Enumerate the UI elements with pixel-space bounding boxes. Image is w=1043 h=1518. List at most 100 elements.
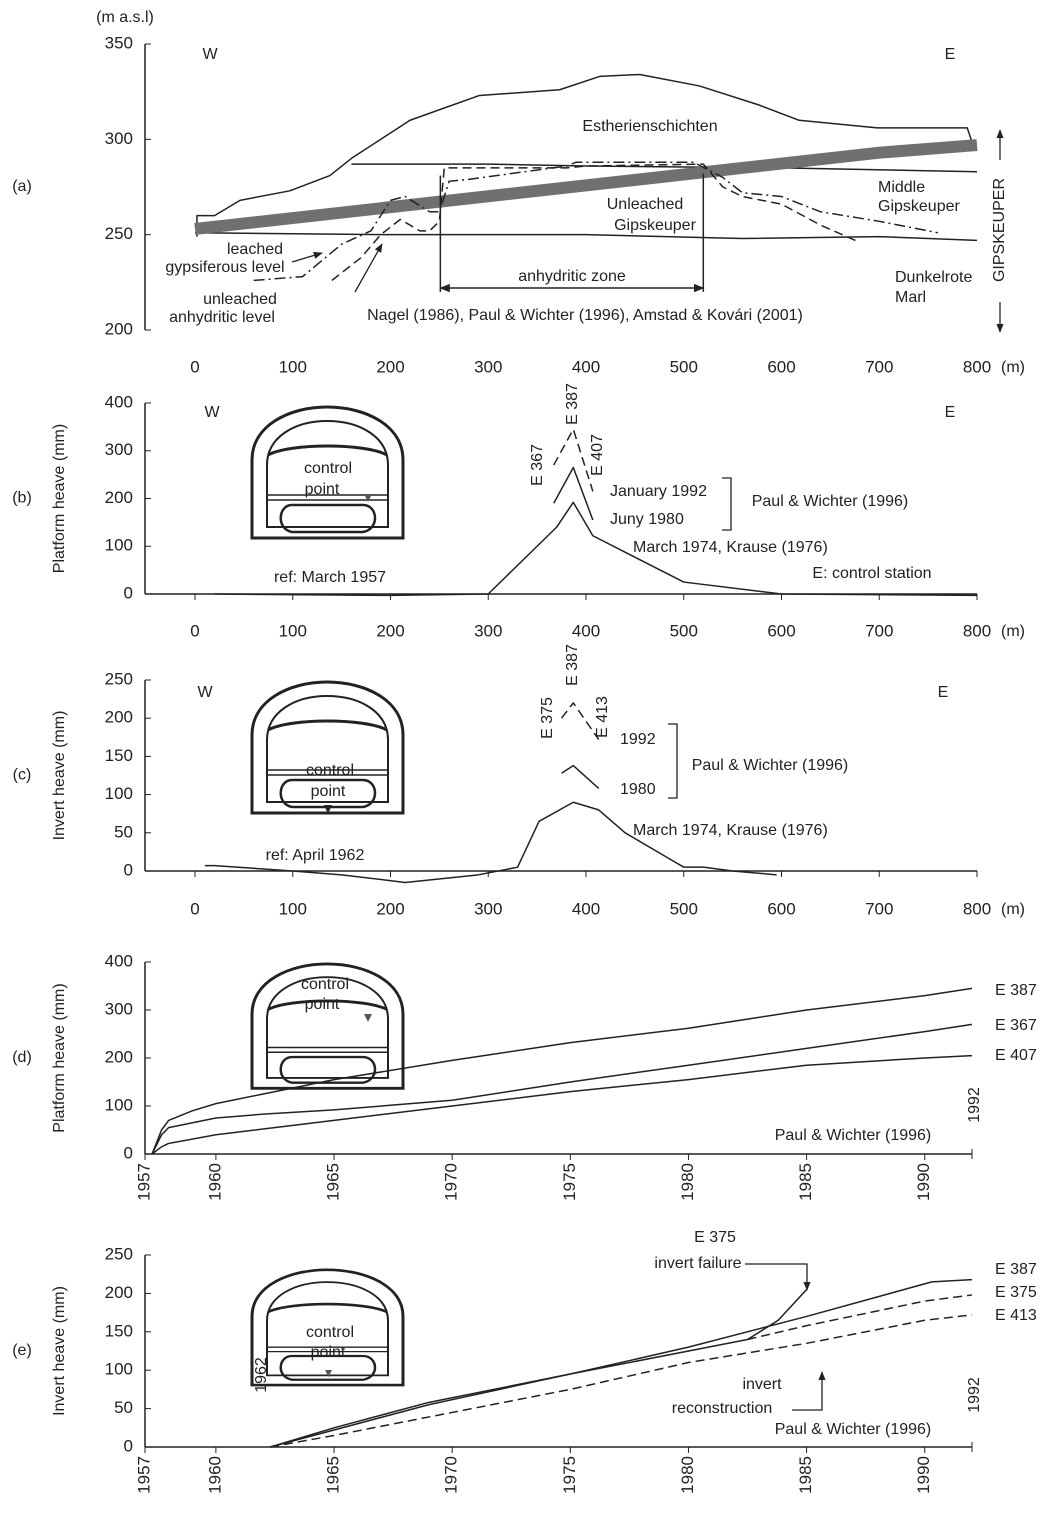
annotation: E 413 [594,696,611,738]
series-label: E 387 [995,1261,1037,1278]
x-tick-label: 400 [572,357,600,376]
y-tick-label: 50 [114,822,133,841]
annotation: E [938,684,949,701]
x-tick-label: 200 [376,357,404,376]
annotation: E 367 [529,444,546,486]
x-tick-label: 1957 [134,1456,153,1494]
annotation: Unleached [607,196,684,213]
y-tick-label: 100 [105,784,133,803]
x-tick-label: 1965 [324,1456,343,1494]
series-line [331,163,861,282]
annotation: reconstruction [672,1400,773,1417]
y-tick-label: 300 [105,440,133,459]
annotation: Paul & Wichter (1996) [752,493,909,510]
annotation: point [305,996,340,1013]
x-tick-label: 500 [670,357,698,376]
y-axis-label: Platform heave (mm) [51,424,68,573]
y-tick-label: 400 [105,951,133,970]
annotation: Nagel (1986), Paul & Wichter (1996), Ams… [367,307,803,324]
control-point [364,1014,372,1022]
y-tick-label: 200 [105,1047,133,1066]
annotation: Marl [895,289,926,306]
y-axis-label: Invert heave (mm) [51,711,68,841]
series-line [270,1289,808,1448]
annotation: Paul & Wichter (1996) [692,757,849,774]
x-tick-label: 0 [190,621,199,640]
x-tick-label: 700 [865,621,893,640]
annotation: point [305,481,340,498]
annotation: control [306,1324,354,1341]
y-tick-label: 350 [105,33,133,52]
series-line [747,1294,973,1341]
x-tick-label: 600 [767,621,795,640]
annotation: 1992 [966,1377,983,1413]
annotation: E [945,404,956,421]
annotation: Gipskeuper [614,217,696,234]
y-tick-label: 250 [105,224,133,243]
x-unit: (m) [1001,359,1025,376]
x-unit: (m) [1001,901,1025,918]
y-tick-label: 200 [105,488,133,507]
y-tick-label: 0 [124,1143,133,1162]
annotation: unleached [203,291,277,308]
x-tick-label: 500 [670,899,698,918]
y-tick-label: 0 [124,583,133,602]
series-line [553,466,594,521]
y-tick-label: 0 [124,860,133,879]
panel-label: (b) [12,490,32,507]
panel-label: (d) [12,1049,32,1066]
y-tick-label: 0 [124,1436,133,1455]
annotation: Paul & Wichter (1996) [775,1127,932,1144]
series-line [151,1054,973,1155]
annotation: leached [227,241,283,258]
x-tick-label: 1960 [205,1456,224,1494]
y-tick-label: 300 [105,999,133,1018]
y-tick-label: 200 [105,319,133,338]
x-tick-label: 200 [376,621,404,640]
x-tick-label: 600 [767,899,795,918]
annotation: Dunkelrote [895,269,972,286]
y-axis-label: (m a.s.l) [96,9,154,26]
y-tick-label: 250 [105,669,133,688]
series-label: 1992 [620,731,656,748]
series-line [204,801,777,884]
annotation: E 375 [694,1229,736,1246]
series-label: E 367 [995,1017,1037,1034]
x-tick-label: 1980 [678,1163,697,1201]
x-tick-label: 1980 [678,1456,697,1494]
annotation: ref: March 1957 [274,569,386,586]
series-line [270,1278,973,1448]
tunnel-sections [250,405,405,1387]
x-tick-label: 1970 [442,1163,461,1201]
x-tick-label: 100 [279,357,307,376]
y-tick-label: 400 [105,392,133,411]
series-line [151,987,973,1155]
annotation: GIPSKEUPER [991,178,1008,282]
annotation: E 387 [564,644,581,686]
annotation: gypsiferous level [165,259,284,276]
x-tick-label: 400 [572,899,600,918]
x-unit: (m) [1001,623,1025,640]
annotation: Gipskeuper [878,198,960,215]
annotation: anhydritic level [169,309,275,326]
x-tick-label: 300 [474,621,502,640]
x-tick-label: 1960 [205,1163,224,1201]
bracket [668,723,678,799]
annotation: Estherienschichten [582,118,717,135]
panel-label: (a) [12,178,32,195]
y-tick-label: 100 [105,536,133,555]
annotation: Middle [878,179,925,196]
x-tick-label: 200 [376,899,404,918]
panel-label: (c) [13,767,32,784]
annotation: Paul & Wichter (1996) [775,1421,932,1438]
annotation: control [306,762,354,779]
annotation: control [301,976,349,993]
control-point [325,1370,332,1377]
y-tick-label: 200 [105,708,133,727]
x-tick-label: 800 [963,621,991,640]
x-tick-label: 1975 [560,1163,579,1201]
annotation: 1962 [253,1357,270,1393]
x-tick-label: 0 [190,899,199,918]
annotation: invert [742,1376,782,1393]
